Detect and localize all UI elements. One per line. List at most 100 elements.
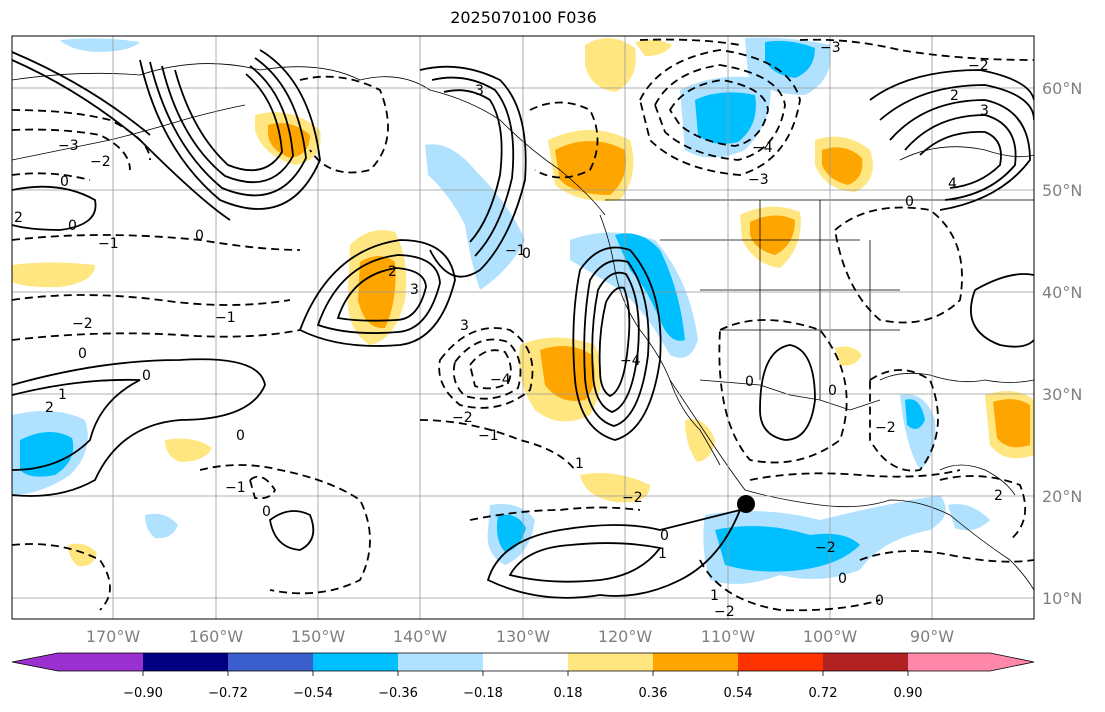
coastline-baja — [669, 379, 721, 466]
colorbar-tick-label: 0.36 — [639, 686, 668, 701]
shade-patch — [585, 38, 636, 92]
contour-line — [443, 89, 503, 243]
contour-line — [970, 273, 1034, 348]
contour-label: −1 — [505, 243, 526, 259]
contour-label: −2 — [72, 316, 93, 332]
contour-label: 0 — [142, 368, 151, 384]
shade-patch — [993, 399, 1030, 448]
contour-line — [572, 246, 662, 441]
colorbar-segment — [653, 653, 738, 671]
colorbar-outline — [11, 652, 1035, 672]
lon-tick-label: 120°W — [598, 627, 653, 646]
contour-line — [759, 344, 816, 441]
shade-patch — [145, 513, 178, 539]
contour-line — [654, 64, 786, 161]
contour-label: 1 — [575, 456, 584, 472]
contour-line — [12, 378, 141, 471]
state-lines-a — [660, 200, 900, 400]
colorbar-tick-label: 0.54 — [724, 686, 753, 701]
graticule — [12, 36, 1034, 619]
contour-line — [598, 286, 631, 398]
contour-label: −1 — [478, 428, 499, 444]
contour-label: 0 — [522, 246, 531, 262]
contour-label: 2 — [388, 264, 397, 280]
contour-line — [718, 319, 848, 464]
contour-label: 0 — [60, 174, 69, 190]
contour-line — [859, 550, 1034, 563]
contour-line — [939, 475, 1027, 541]
contour-label: 1 — [710, 588, 719, 604]
colorbar-tick-label: −0.54 — [293, 686, 333, 701]
contour-line — [591, 271, 640, 413]
colorbar-tick-label: −0.72 — [208, 686, 248, 701]
lat-tick-label: 10°N — [1042, 589, 1082, 608]
contour-label: −2 — [714, 604, 735, 620]
colorbar-segment — [568, 653, 653, 671]
storm-center-dot — [737, 495, 755, 513]
contour-label: −2 — [622, 490, 643, 506]
contour-line — [12, 109, 151, 161]
shade-patch — [835, 346, 862, 366]
contour-line — [904, 114, 1017, 201]
contour-line — [199, 464, 371, 595]
colorbar-tick-label: 0.18 — [554, 686, 583, 701]
contour-line — [799, 38, 1034, 61]
contour-label: 0 — [905, 194, 914, 210]
contour-label: 0 — [195, 228, 204, 244]
contour-line — [699, 559, 881, 612]
contour-line — [508, 542, 662, 583]
contour-label: −2 — [452, 410, 473, 426]
lon-tick-label: 130°W — [496, 627, 551, 646]
contour-line — [469, 349, 512, 390]
contour-line — [529, 101, 599, 179]
contour-label: 1 — [658, 546, 667, 562]
contour-line — [869, 69, 1034, 101]
shade-patch — [695, 92, 756, 144]
contour-line — [174, 69, 283, 172]
contour-label: 1 — [58, 387, 67, 403]
contour-label: 0 — [745, 374, 754, 390]
contour-label: 0 — [875, 593, 884, 609]
contour-line — [299, 75, 389, 174]
contour-line — [161, 65, 294, 184]
contour-line — [889, 99, 1031, 211]
lon-tick-label: 100°W — [803, 627, 858, 646]
lon-tick-label: 160°W — [189, 627, 244, 646]
coastline-west-north-america — [599, 214, 1034, 591]
shade-patch — [948, 504, 990, 531]
lat-tick-label: 40°N — [1042, 283, 1082, 302]
shade-patch — [165, 438, 212, 462]
contour-line — [879, 84, 1034, 121]
shade-patch — [750, 215, 795, 255]
shade-patch — [905, 399, 925, 429]
colorbar-tick-label: −0.90 — [123, 686, 163, 701]
contour-label: 2 — [14, 210, 23, 226]
contour-label: 3 — [475, 83, 484, 99]
contour-label: 0 — [828, 383, 837, 399]
contour-line — [12, 329, 301, 341]
contour-line — [639, 38, 741, 46]
colorbar-tick-label: 0.90 — [894, 686, 923, 701]
contour-line — [749, 469, 961, 481]
contour-label: 3 — [980, 103, 989, 119]
contour-line — [438, 327, 534, 409]
shade-patch — [822, 147, 863, 185]
contour-label: 0 — [262, 504, 271, 520]
colorbar: −0.90 −0.72 −0.54 −0.36 −0.18 0.18 0.36 … — [11, 652, 1035, 701]
contour-label: 2 — [950, 88, 959, 104]
colorbar-segment — [228, 653, 313, 671]
contour-line — [149, 57, 307, 197]
shade-patch — [685, 419, 715, 462]
contour-line — [12, 185, 97, 231]
contour-label: 2 — [45, 400, 54, 416]
lon-tick-label: 140°W — [393, 627, 448, 646]
contour-label: −1 — [215, 310, 236, 326]
map-border — [11, 35, 1035, 620]
coastline-alaska — [12, 63, 606, 216]
colorbar-segment — [398, 653, 483, 671]
contour-line — [431, 76, 515, 257]
contour-labels: 0 1 2 3 −4 0 −1 −2 −2 −1 0 −1 0 −3 −2 2 … — [14, 40, 1003, 620]
plot-title: 2025070100 F036 — [450, 8, 597, 27]
contour-line — [336, 267, 427, 322]
contour-label: −2 — [968, 58, 989, 74]
